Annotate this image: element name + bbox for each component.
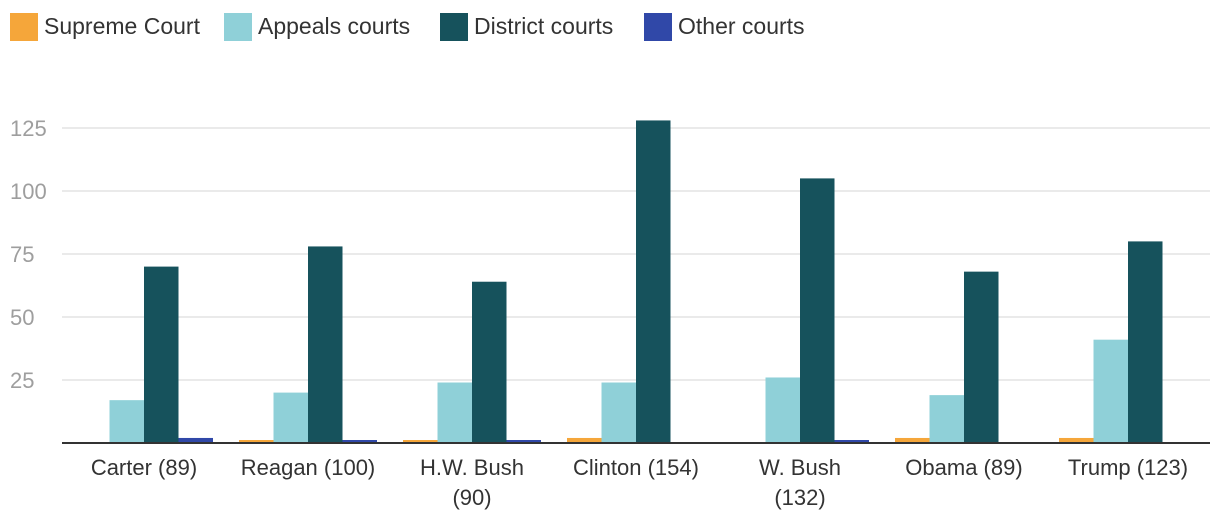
x-category-label: H.W. Bush (90) (420, 455, 524, 510)
legend-swatch (440, 13, 468, 41)
bar (964, 271, 999, 443)
bar (636, 120, 671, 443)
legend-label: Supreme Court (44, 13, 201, 39)
bar (1128, 241, 1163, 443)
bar (506, 440, 541, 443)
bar (765, 377, 800, 443)
bar (472, 281, 507, 443)
legend-item: District courts (440, 13, 613, 41)
bar (342, 440, 377, 443)
x-axis-labels: Carter (89) Reagan (100) H.W. Bush (90) Clin… (91, 455, 1188, 510)
y-tick-label: 125 (10, 116, 47, 141)
bar (178, 437, 213, 443)
x-category-label: Clinton (154) (573, 455, 699, 480)
y-tick-label: 100 (10, 179, 47, 204)
legend-swatch (644, 13, 672, 41)
x-category-label: Trump (123) (1068, 455, 1188, 480)
legend-label: Other courts (678, 13, 805, 39)
x-category-label: Carter (89) (91, 455, 197, 480)
x-category-label: Reagan (100) (241, 455, 376, 480)
legend-item: Supreme Court (10, 13, 201, 41)
legend-label: District courts (474, 13, 613, 39)
bar (567, 437, 602, 443)
y-tick-label: 75 (10, 242, 34, 267)
legend-swatch (224, 13, 252, 41)
bar (800, 178, 835, 443)
x-category-label: Obama (89) (905, 455, 1022, 480)
legend-item: Appeals courts (224, 13, 410, 41)
bar (239, 440, 274, 443)
legend: Supreme Court Appeals courts District cour… (10, 13, 805, 41)
bars (109, 120, 1163, 443)
x-category-label: W. Bush (132) (759, 455, 841, 510)
y-axis-ticks: 25 50 75 100 125 (10, 116, 47, 393)
bar (1059, 437, 1094, 443)
bar (834, 440, 869, 443)
bar (308, 246, 343, 443)
y-tick-label: 25 (10, 368, 34, 393)
bar (1093, 339, 1128, 443)
bar (403, 440, 438, 443)
bar (601, 382, 636, 443)
legend-item: Other courts (644, 13, 805, 41)
bar (895, 437, 930, 443)
bar (144, 266, 179, 443)
y-tick-label: 50 (10, 305, 34, 330)
bar (437, 382, 472, 443)
legend-swatch (10, 13, 38, 41)
bar (109, 400, 144, 443)
legend-label: Appeals courts (258, 13, 410, 39)
bar (273, 392, 308, 443)
bar (929, 395, 964, 443)
